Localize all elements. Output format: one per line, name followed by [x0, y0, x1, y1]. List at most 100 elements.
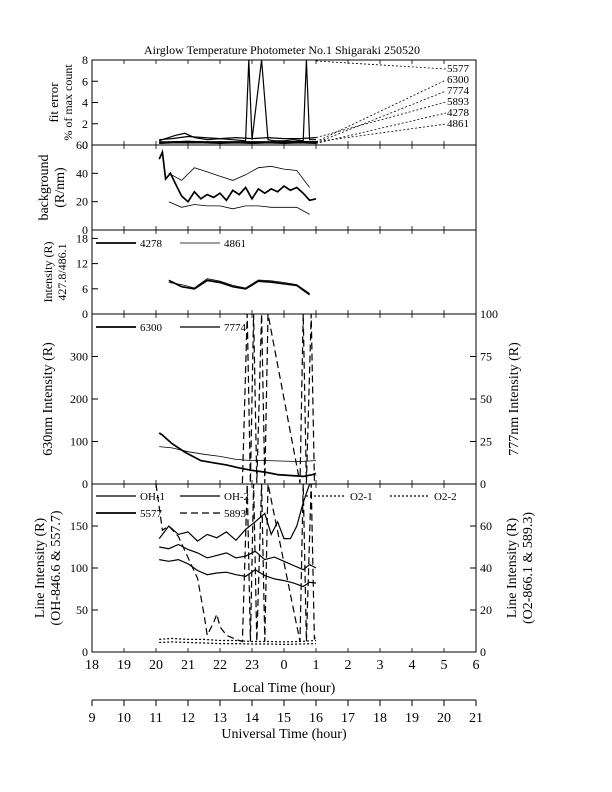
legend-630-777-0-label: 6300 — [140, 322, 163, 334]
ytick-label-fit-error-3: 6 — [82, 74, 88, 88]
ytick-label-427-486-1: 6 — [82, 282, 88, 296]
series-line-background-2 — [168, 201, 310, 215]
ytick-label-fit-error-4: 8 — [82, 53, 88, 67]
ytick-label-line-intensity-2: 100 — [70, 561, 88, 575]
legend-label-fit-error-0: 5577 — [447, 63, 470, 75]
xtick-label-ut-7: 16 — [309, 711, 323, 726]
xtick-label-ut-0: 9 — [89, 711, 96, 726]
xtick-label-ut-6: 15 — [277, 711, 291, 726]
ylabel-right-line-1: Line Intensity (R) — [505, 518, 520, 619]
ylabel-background-1: background — [37, 154, 52, 220]
ytick-right-label-line-intensity-3: 60 — [480, 519, 492, 533]
panel-background: 0 20 40 60 background (R/nm) — [37, 138, 477, 237]
panel-427-486: 0 6 12 18 Intensity (R) 427.8/486.1 4278 4861 — [41, 229, 477, 321]
ytick-label-background-2: 40 — [76, 166, 88, 180]
xtick-label-ut-2: 11 — [149, 711, 162, 726]
legend-label-fit-error-5: 4861 — [447, 118, 469, 130]
series-line-line-intensity-3 — [155, 483, 317, 643]
legend-line-intensity-1-label: OH-2 — [224, 491, 249, 503]
legend-leader-fit-error-2 — [315, 90, 447, 144]
legend-630-777-1-label: 7774 — [224, 322, 247, 334]
legend-label-fit-error-4: 4278 — [447, 107, 470, 119]
series-line-fit-error-0 — [159, 59, 316, 142]
ytick-label-background-3: 60 — [76, 138, 88, 152]
ytick-label-630-777-2: 200 — [70, 392, 88, 406]
legend-label-fit-error-1: 6300 — [447, 74, 470, 86]
ytick-label-line-intensity-0: 0 — [82, 645, 88, 659]
series-line-630-777-0 — [158, 432, 317, 478]
ytick-label-fit-error-0: 0 — [82, 138, 88, 152]
xtick-label-local-11: 5 — [441, 658, 448, 673]
ylabel-left-line-2: (OH-846.6 & 557.7) — [49, 510, 64, 625]
legend-line-intensity-0-label: OH-1 — [140, 491, 165, 503]
xtick-label-local-2: 20 — [149, 658, 163, 673]
series-line-line-intensity-1 — [159, 543, 317, 571]
ylabel-right-line-2: (O2-866.1 & 589.3) — [521, 512, 536, 624]
xtick-label-local-5: 23 — [245, 658, 259, 673]
xtick-label-local-12: 6 — [473, 658, 480, 673]
ytick-label-630-777-1: 100 — [70, 435, 88, 449]
legend-line-intensity-5-label: 5893 — [224, 508, 247, 520]
xtick-label-local-0: 18 — [85, 658, 99, 673]
ytick-right-label-630-777-0: 0 — [480, 477, 486, 491]
series-line-line-intensity-2 — [158, 483, 316, 542]
xlabel-local: Local Time (hour) — [233, 681, 336, 696]
xtick-label-ut-10: 19 — [405, 711, 419, 726]
ytick-right-label-line-intensity-1: 20 — [480, 603, 492, 617]
legend-leader-fit-error-0 — [315, 60, 447, 70]
panel-630-777: 0 100 200 300 0 25 50 75 100 630nm Intensity (R) 7… — [41, 307, 522, 491]
ylabel-427-486-1: Intensity (R) — [41, 242, 55, 303]
series-line-background-1 — [158, 148, 317, 203]
panel-frame-fit-error — [91, 59, 477, 146]
xtick-label-ut-5: 14 — [245, 711, 259, 726]
ytick-label-427-486-0: 0 — [82, 307, 88, 321]
ytick-label-427-486-3: 18 — [76, 231, 88, 245]
legend-line-intensity-3-label: O2-2 — [434, 491, 457, 503]
ytick-label-630-777-0: 0 — [82, 477, 88, 491]
ylabel-left-line-1: Line Intensity (R) — [33, 518, 48, 619]
ylabel-630: 630nm Intensity (R) — [41, 342, 56, 456]
legend-label-fit-error-3: 5893 — [447, 96, 470, 108]
xtick-label-ut-11: 20 — [437, 711, 451, 726]
ytick-label-line-intensity-3: 150 — [70, 519, 88, 533]
ytick-label-fit-error-2: 4 — [82, 96, 88, 110]
legend-line-intensity-2-label: O2-1 — [350, 491, 373, 503]
series-line-line-intensity-0 — [159, 558, 317, 588]
legend-leader-fit-error-4 — [315, 112, 447, 144]
xtick-label-ut-12: 21 — [469, 711, 483, 726]
legend-leader-fit-error-3 — [315, 101, 447, 138]
xtick-label-ut-1: 10 — [117, 711, 131, 726]
ylabel-fit-error-1: fit error — [46, 82, 61, 123]
ytick-right-label-630-777-2: 50 — [480, 392, 492, 406]
series-line-line-intensity-4 — [159, 637, 317, 643]
xtick-label-local-9: 3 — [377, 658, 384, 673]
xtick-label-local-1: 19 — [117, 658, 131, 673]
xtick-label-local-4: 22 — [213, 658, 227, 673]
legend-leader-fit-error-5 — [315, 123, 447, 143]
ytick-right-label-630-777-1: 25 — [480, 435, 492, 449]
series-line-630-777-2 — [241, 313, 317, 484]
xlabel-ut: Universal Time (hour) — [221, 727, 347, 742]
xtick-label-local-6: 0 — [281, 658, 288, 673]
ytick-label-line-intensity-1: 50 — [76, 603, 88, 617]
ytick-right-label-line-intensity-0: 0 — [480, 645, 486, 659]
series-line-427-486-0 — [168, 279, 311, 296]
ytick-right-label-630-777-3: 75 — [480, 350, 492, 364]
xtick-label-local-3: 21 — [181, 658, 195, 673]
xtick-label-ut-8: 17 — [341, 711, 355, 726]
series-line-427-486-1 — [168, 278, 310, 294]
legend-label-fit-error-2: 7774 — [447, 85, 470, 97]
xtick-label-ut-9: 18 — [373, 711, 387, 726]
series-line-fit-error-3 — [159, 135, 317, 141]
ytick-right-label-line-intensity-2: 40 — [480, 561, 492, 575]
series-line-fit-error-4 — [159, 142, 317, 145]
series-line-fit-error-5 — [159, 140, 316, 143]
legend-427-486-0-label: 4278 — [140, 238, 163, 250]
legend-line-intensity-4-label: 5577 — [140, 508, 163, 520]
figure-title: Airglow Temperature Photometer No.1 Shig… — [144, 43, 420, 57]
ytick-label-427-486-2: 12 — [76, 257, 88, 271]
